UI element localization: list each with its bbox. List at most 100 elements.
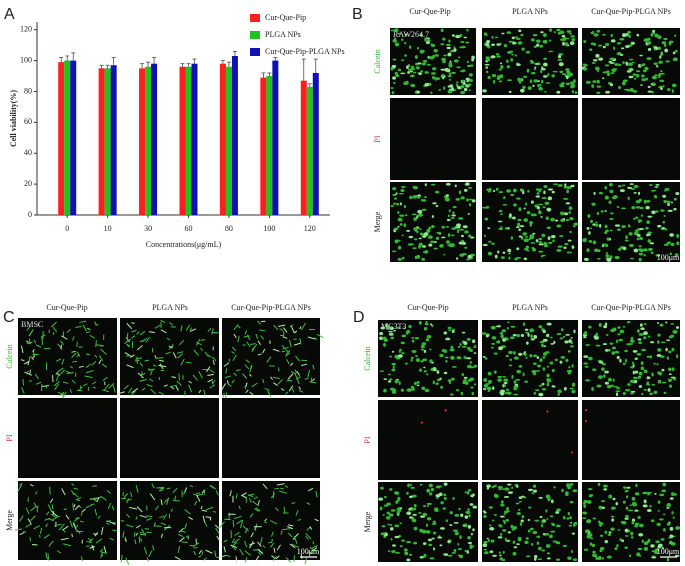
cell bbox=[533, 334, 538, 339]
cell bbox=[624, 535, 629, 537]
cell bbox=[134, 539, 137, 544]
cell bbox=[560, 355, 566, 359]
cell bbox=[407, 483, 410, 488]
cell bbox=[448, 329, 452, 332]
cell bbox=[500, 65, 504, 69]
cell bbox=[603, 488, 608, 491]
cell bbox=[215, 556, 220, 559]
cell bbox=[463, 341, 468, 345]
cell bbox=[565, 491, 569, 494]
cell bbox=[487, 371, 492, 376]
cell bbox=[390, 29, 395, 32]
scale-bar-label: 100μm bbox=[657, 253, 680, 262]
cell bbox=[457, 346, 461, 348]
cell bbox=[231, 351, 235, 355]
cell bbox=[647, 47, 652, 52]
cell bbox=[300, 553, 303, 559]
cell bbox=[622, 79, 628, 82]
cell bbox=[47, 553, 50, 560]
cell bbox=[638, 236, 643, 241]
cell bbox=[428, 483, 433, 488]
cell bbox=[52, 515, 59, 521]
cell bbox=[538, 210, 542, 215]
cell bbox=[124, 338, 132, 344]
cell bbox=[282, 528, 291, 531]
cell bbox=[552, 540, 558, 543]
cell bbox=[522, 322, 526, 327]
cell bbox=[538, 241, 543, 243]
cell bbox=[432, 367, 437, 370]
cell bbox=[411, 339, 415, 343]
cell bbox=[638, 384, 642, 388]
panel-letter: C bbox=[3, 309, 15, 326]
micrograph-cells bbox=[379, 320, 478, 396]
cell bbox=[672, 329, 678, 334]
micrograph-cells bbox=[584, 409, 588, 423]
cell bbox=[608, 200, 612, 205]
cell bbox=[541, 197, 547, 199]
cell bbox=[513, 385, 518, 390]
cell bbox=[613, 46, 616, 51]
cell bbox=[633, 192, 637, 194]
cell bbox=[209, 368, 215, 374]
cell bbox=[583, 355, 589, 358]
cell bbox=[461, 345, 467, 348]
cell bbox=[175, 386, 179, 391]
cell bbox=[565, 334, 570, 336]
cell bbox=[401, 334, 407, 338]
cell bbox=[551, 523, 556, 527]
cell bbox=[512, 216, 516, 220]
cell bbox=[611, 351, 616, 355]
cell bbox=[668, 536, 672, 539]
cell bbox=[419, 483, 423, 486]
cell bbox=[255, 555, 260, 561]
cell bbox=[95, 344, 103, 346]
cell bbox=[201, 489, 205, 494]
cell bbox=[505, 354, 509, 358]
cell bbox=[73, 487, 79, 490]
cell bbox=[520, 189, 524, 192]
cell bbox=[160, 329, 167, 334]
cell bbox=[591, 553, 598, 558]
cell bbox=[605, 90, 611, 94]
cell bbox=[131, 322, 135, 324]
cell bbox=[240, 520, 244, 529]
row-label: Merge bbox=[5, 510, 14, 531]
cell bbox=[463, 356, 467, 359]
cell bbox=[126, 524, 134, 528]
cell bbox=[426, 63, 431, 66]
cell bbox=[246, 341, 251, 348]
cell bbox=[270, 376, 274, 380]
cell bbox=[102, 389, 109, 393]
cell bbox=[421, 257, 426, 261]
cell bbox=[126, 323, 133, 330]
cell bbox=[663, 43, 667, 48]
cell bbox=[413, 194, 419, 198]
cell bbox=[92, 381, 97, 385]
cell bbox=[517, 222, 521, 227]
cell bbox=[558, 62, 564, 67]
cell bbox=[533, 79, 539, 83]
cell bbox=[541, 520, 546, 524]
legend-label: PLGA NPs bbox=[265, 30, 301, 39]
cell bbox=[413, 504, 417, 508]
cell bbox=[513, 351, 516, 355]
cell bbox=[603, 484, 608, 488]
cell bbox=[215, 490, 219, 496]
cell bbox=[508, 40, 513, 43]
cell bbox=[290, 386, 295, 393]
x-tick-label: 120 bbox=[304, 224, 316, 233]
cell bbox=[621, 539, 625, 543]
cell bbox=[566, 517, 570, 520]
cell bbox=[429, 348, 432, 351]
cell bbox=[463, 188, 468, 192]
cell bbox=[85, 363, 91, 369]
micrograph-cells bbox=[390, 182, 476, 261]
cell bbox=[588, 356, 593, 361]
cell bbox=[499, 62, 503, 65]
cell bbox=[502, 519, 506, 523]
cell bbox=[441, 236, 446, 239]
cell bbox=[456, 229, 460, 233]
cell bbox=[429, 492, 433, 496]
cell bbox=[522, 372, 525, 377]
